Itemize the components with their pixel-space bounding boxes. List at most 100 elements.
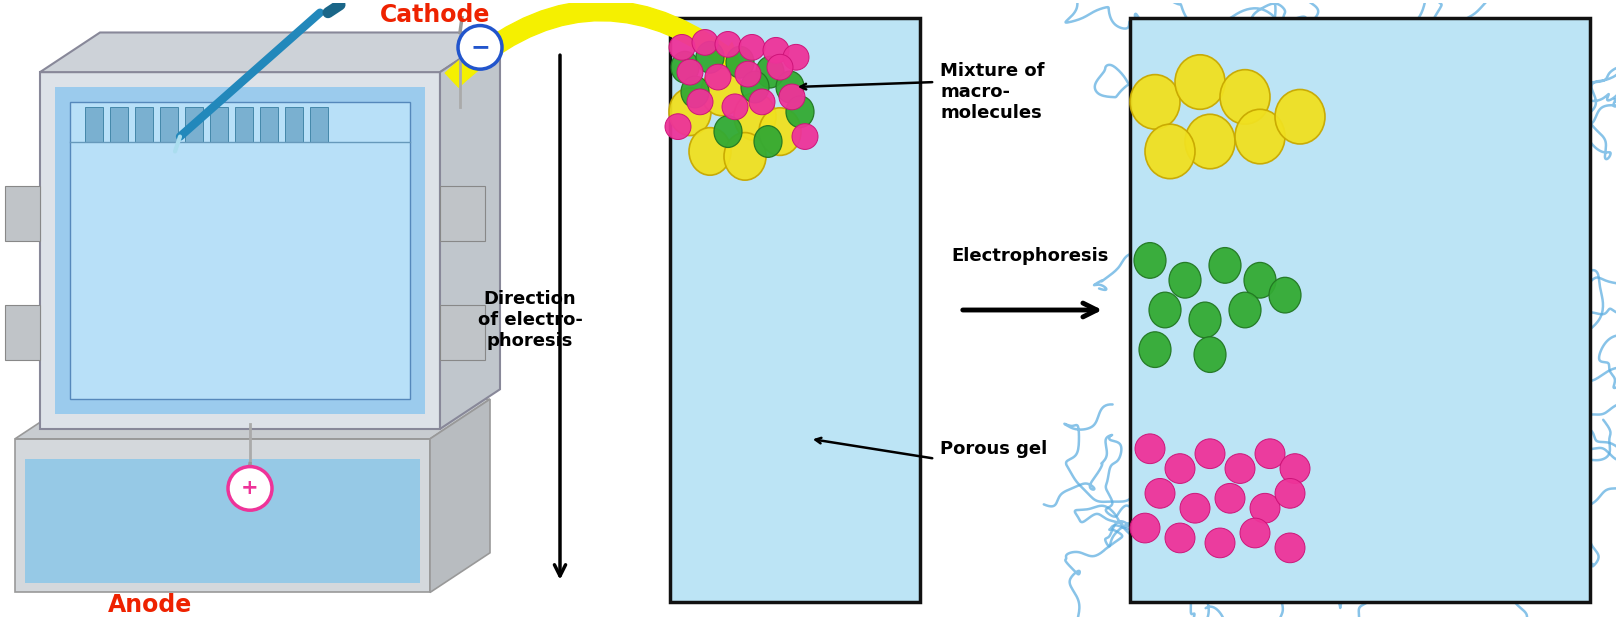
Circle shape — [1146, 479, 1175, 508]
Ellipse shape — [1175, 55, 1225, 109]
Circle shape — [1251, 494, 1280, 523]
Bar — [160, 107, 178, 141]
Ellipse shape — [1220, 69, 1270, 124]
Polygon shape — [40, 72, 440, 429]
Circle shape — [722, 94, 748, 120]
Ellipse shape — [755, 126, 782, 157]
Ellipse shape — [671, 51, 700, 83]
Ellipse shape — [696, 42, 724, 73]
Circle shape — [763, 37, 789, 63]
Ellipse shape — [1146, 124, 1194, 179]
Circle shape — [1239, 518, 1270, 548]
Circle shape — [692, 30, 718, 55]
Bar — [310, 107, 328, 141]
Bar — [136, 107, 154, 141]
Bar — [671, 17, 920, 603]
Polygon shape — [15, 399, 490, 439]
Polygon shape — [24, 459, 420, 583]
Bar — [5, 305, 40, 360]
Polygon shape — [430, 399, 490, 593]
Polygon shape — [440, 32, 499, 429]
Bar — [440, 186, 485, 241]
Circle shape — [748, 89, 776, 115]
Bar — [1130, 17, 1590, 603]
Ellipse shape — [1168, 262, 1201, 298]
Circle shape — [1275, 479, 1306, 508]
Ellipse shape — [1269, 277, 1301, 313]
Polygon shape — [55, 87, 425, 414]
Circle shape — [1206, 528, 1235, 558]
FancyArrowPatch shape — [446, 1, 743, 87]
Circle shape — [1165, 523, 1194, 553]
Circle shape — [1194, 439, 1225, 469]
Circle shape — [666, 113, 692, 140]
Ellipse shape — [734, 93, 776, 141]
Circle shape — [792, 123, 818, 149]
Polygon shape — [40, 32, 499, 72]
Ellipse shape — [1139, 332, 1172, 368]
Ellipse shape — [1185, 114, 1235, 169]
Polygon shape — [15, 439, 430, 593]
Circle shape — [457, 25, 503, 69]
Circle shape — [1130, 513, 1160, 543]
Circle shape — [768, 55, 793, 80]
Ellipse shape — [742, 71, 769, 103]
Ellipse shape — [756, 56, 784, 88]
Circle shape — [705, 64, 730, 90]
Circle shape — [735, 61, 761, 87]
Ellipse shape — [724, 133, 766, 180]
Text: Anode: Anode — [108, 593, 192, 618]
Bar — [210, 107, 228, 141]
Ellipse shape — [1275, 89, 1325, 144]
Circle shape — [779, 84, 805, 110]
Bar — [260, 107, 278, 141]
Ellipse shape — [680, 76, 709, 108]
Circle shape — [784, 45, 810, 70]
Ellipse shape — [1189, 302, 1222, 338]
Text: +: + — [241, 479, 259, 498]
Ellipse shape — [1134, 242, 1167, 278]
Circle shape — [714, 32, 742, 57]
Circle shape — [677, 60, 703, 85]
Text: Mixture of
macro-
molecules: Mixture of macro- molecules — [941, 62, 1044, 122]
Ellipse shape — [688, 128, 730, 175]
Text: Electrophoresis: Electrophoresis — [952, 247, 1109, 265]
Circle shape — [228, 467, 271, 510]
Ellipse shape — [1209, 247, 1241, 283]
Ellipse shape — [669, 88, 711, 136]
Circle shape — [1275, 533, 1306, 563]
Circle shape — [1180, 494, 1210, 523]
Text: −: − — [470, 35, 490, 60]
Bar — [86, 107, 103, 141]
Circle shape — [1280, 454, 1311, 484]
Ellipse shape — [1244, 262, 1277, 298]
Bar — [110, 107, 128, 141]
Bar — [440, 305, 485, 360]
Bar — [234, 107, 254, 141]
Text: Direction
of electro-
phoresis: Direction of electro- phoresis — [478, 290, 582, 350]
Ellipse shape — [1194, 337, 1227, 373]
Ellipse shape — [760, 108, 802, 156]
Text: Porous gel: Porous gel — [941, 440, 1047, 458]
Circle shape — [687, 89, 713, 115]
Bar — [184, 107, 204, 141]
Ellipse shape — [1230, 292, 1260, 328]
Circle shape — [1256, 439, 1285, 469]
Ellipse shape — [776, 71, 805, 103]
Circle shape — [669, 35, 695, 60]
Polygon shape — [69, 102, 410, 399]
Circle shape — [1215, 484, 1244, 513]
Circle shape — [1134, 434, 1165, 464]
Ellipse shape — [701, 68, 743, 116]
Circle shape — [1165, 454, 1194, 484]
Ellipse shape — [1130, 74, 1180, 129]
Ellipse shape — [726, 46, 755, 78]
Ellipse shape — [714, 116, 742, 148]
Ellipse shape — [1235, 109, 1285, 164]
Bar — [5, 186, 40, 241]
Circle shape — [1225, 454, 1256, 484]
Bar — [284, 107, 304, 141]
Circle shape — [739, 35, 764, 60]
Ellipse shape — [785, 96, 814, 128]
Text: Cathode: Cathode — [380, 2, 490, 27]
